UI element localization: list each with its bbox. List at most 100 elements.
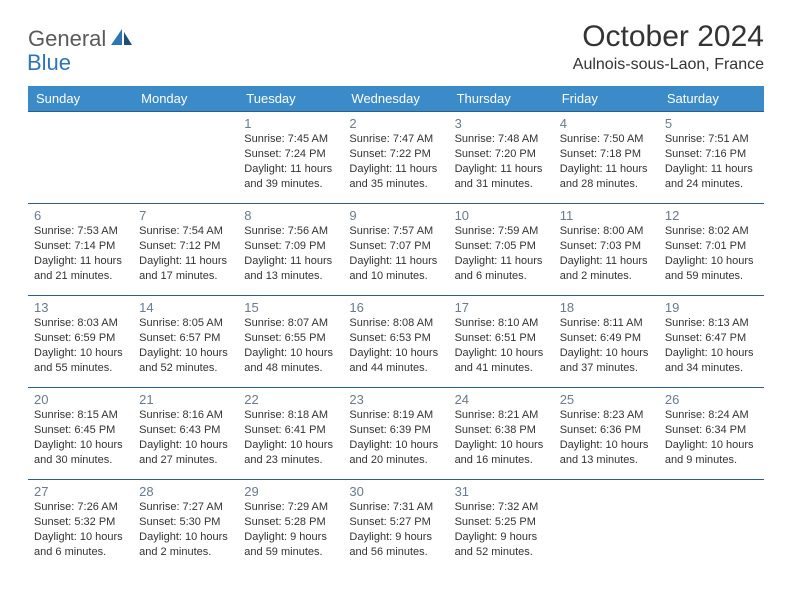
day-number: 29 [244,484,337,499]
sunrise-text: Sunrise: 8:05 AM [139,316,232,331]
day-number: 23 [349,392,442,407]
calendar-day-cell: 27Sunrise: 7:26 AMSunset: 5:32 PMDayligh… [28,480,133,572]
calendar-day-cell [133,112,238,204]
calendar-day-cell: 13Sunrise: 8:03 AMSunset: 6:59 PMDayligh… [28,296,133,388]
sunset-text: Sunset: 6:34 PM [665,423,758,438]
day-detail: Sunrise: 7:29 AMSunset: 5:28 PMDaylight:… [244,500,337,559]
day-number: 14 [139,300,232,315]
sunset-text: Sunset: 7:16 PM [665,147,758,162]
sunset-text: Sunset: 7:03 PM [560,239,653,254]
sunset-text: Sunset: 5:25 PM [455,515,548,530]
calendar-day-cell: 2Sunrise: 7:47 AMSunset: 7:22 PMDaylight… [343,112,448,204]
sunrise-text: Sunrise: 7:57 AM [349,224,442,239]
sunset-text: Sunset: 6:38 PM [455,423,548,438]
daylight-text: Daylight: 11 hours and 35 minutes. [349,162,442,192]
sunset-text: Sunset: 6:49 PM [560,331,653,346]
day-header: Thursday [449,86,554,112]
sunrise-text: Sunrise: 7:31 AM [349,500,442,515]
calendar-day-cell: 30Sunrise: 7:31 AMSunset: 5:27 PMDayligh… [343,480,448,572]
day-detail: Sunrise: 8:11 AMSunset: 6:49 PMDaylight:… [560,316,653,375]
daylight-text: Daylight: 10 hours and 23 minutes. [244,438,337,468]
daylight-text: Daylight: 9 hours and 56 minutes. [349,530,442,560]
day-detail: Sunrise: 8:18 AMSunset: 6:41 PMDaylight:… [244,408,337,467]
daylight-text: Daylight: 11 hours and 31 minutes. [455,162,548,192]
day-detail: Sunrise: 8:02 AMSunset: 7:01 PMDaylight:… [665,224,758,283]
sunrise-text: Sunrise: 7:50 AM [560,132,653,147]
sunset-text: Sunset: 7:05 PM [455,239,548,254]
sunrise-text: Sunrise: 7:26 AM [34,500,127,515]
calendar-day-cell: 29Sunrise: 7:29 AMSunset: 5:28 PMDayligh… [238,480,343,572]
day-number: 19 [665,300,758,315]
sunset-text: Sunset: 7:07 PM [349,239,442,254]
daylight-text: Daylight: 11 hours and 21 minutes. [34,254,127,284]
day-number: 4 [560,116,653,131]
calendar-day-cell: 10Sunrise: 7:59 AMSunset: 7:05 PMDayligh… [449,204,554,296]
day-detail: Sunrise: 7:45 AMSunset: 7:24 PMDaylight:… [244,132,337,191]
calendar-day-cell: 11Sunrise: 8:00 AMSunset: 7:03 PMDayligh… [554,204,659,296]
calendar-week-row: 20Sunrise: 8:15 AMSunset: 6:45 PMDayligh… [28,388,764,480]
calendar-week-row: 1Sunrise: 7:45 AMSunset: 7:24 PMDaylight… [28,112,764,204]
sunrise-text: Sunrise: 7:59 AM [455,224,548,239]
day-header-row: Sunday Monday Tuesday Wednesday Thursday… [28,86,764,112]
calendar-day-cell: 7Sunrise: 7:54 AMSunset: 7:12 PMDaylight… [133,204,238,296]
daylight-text: Daylight: 9 hours and 59 minutes. [244,530,337,560]
day-header: Saturday [659,86,764,112]
sunrise-text: Sunrise: 8:11 AM [560,316,653,331]
sunrise-text: Sunrise: 8:07 AM [244,316,337,331]
daylight-text: Daylight: 10 hours and 6 minutes. [34,530,127,560]
sunset-text: Sunset: 7:24 PM [244,147,337,162]
daylight-text: Daylight: 10 hours and 48 minutes. [244,346,337,376]
calendar-day-cell: 3Sunrise: 7:48 AMSunset: 7:20 PMDaylight… [449,112,554,204]
day-number: 30 [349,484,442,499]
day-number: 13 [34,300,127,315]
daylight-text: Daylight: 10 hours and 37 minutes. [560,346,653,376]
day-detail: Sunrise: 7:47 AMSunset: 7:22 PMDaylight:… [349,132,442,191]
day-detail: Sunrise: 8:03 AMSunset: 6:59 PMDaylight:… [34,316,127,375]
sunrise-text: Sunrise: 7:29 AM [244,500,337,515]
day-detail: Sunrise: 7:57 AMSunset: 7:07 PMDaylight:… [349,224,442,283]
logo-text-general: General [28,26,106,52]
calendar-day-cell: 14Sunrise: 8:05 AMSunset: 6:57 PMDayligh… [133,296,238,388]
daylight-text: Daylight: 10 hours and 2 minutes. [139,530,232,560]
calendar-day-cell: 22Sunrise: 8:18 AMSunset: 6:41 PMDayligh… [238,388,343,480]
sunset-text: Sunset: 5:27 PM [349,515,442,530]
sunrise-text: Sunrise: 8:15 AM [34,408,127,423]
sunrise-text: Sunrise: 7:54 AM [139,224,232,239]
day-detail: Sunrise: 8:23 AMSunset: 6:36 PMDaylight:… [560,408,653,467]
day-number: 11 [560,208,653,223]
month-title: October 2024 [573,20,764,54]
sunset-text: Sunset: 6:51 PM [455,331,548,346]
calendar-day-cell: 8Sunrise: 7:56 AMSunset: 7:09 PMDaylight… [238,204,343,296]
sunset-text: Sunset: 6:43 PM [139,423,232,438]
day-number: 24 [455,392,548,407]
calendar-day-cell: 18Sunrise: 8:11 AMSunset: 6:49 PMDayligh… [554,296,659,388]
day-detail: Sunrise: 7:32 AMSunset: 5:25 PMDaylight:… [455,500,548,559]
page-header: General October 2024 Aulnois-sous-Laon, … [28,20,764,74]
daylight-text: Daylight: 11 hours and 6 minutes. [455,254,548,284]
sunset-text: Sunset: 7:22 PM [349,147,442,162]
calendar-table: Sunday Monday Tuesday Wednesday Thursday… [28,86,764,572]
daylight-text: Daylight: 9 hours and 52 minutes. [455,530,548,560]
day-detail: Sunrise: 8:08 AMSunset: 6:53 PMDaylight:… [349,316,442,375]
logo-text-blue: Blue [27,50,71,76]
day-number: 2 [349,116,442,131]
sunrise-text: Sunrise: 7:27 AM [139,500,232,515]
calendar-week-row: 13Sunrise: 8:03 AMSunset: 6:59 PMDayligh… [28,296,764,388]
day-detail: Sunrise: 7:31 AMSunset: 5:27 PMDaylight:… [349,500,442,559]
day-number: 21 [139,392,232,407]
day-number: 1 [244,116,337,131]
sunset-text: Sunset: 6:41 PM [244,423,337,438]
day-detail: Sunrise: 8:13 AMSunset: 6:47 PMDaylight:… [665,316,758,375]
daylight-text: Daylight: 11 hours and 17 minutes. [139,254,232,284]
sunrise-text: Sunrise: 7:47 AM [349,132,442,147]
day-header: Monday [133,86,238,112]
sunrise-text: Sunrise: 8:19 AM [349,408,442,423]
day-detail: Sunrise: 7:59 AMSunset: 7:05 PMDaylight:… [455,224,548,283]
daylight-text: Daylight: 10 hours and 9 minutes. [665,438,758,468]
calendar-day-cell: 5Sunrise: 7:51 AMSunset: 7:16 PMDaylight… [659,112,764,204]
title-block: October 2024 Aulnois-sous-Laon, France [573,20,764,74]
daylight-text: Daylight: 10 hours and 52 minutes. [139,346,232,376]
day-number: 3 [455,116,548,131]
sunset-text: Sunset: 6:55 PM [244,331,337,346]
calendar-day-cell: 15Sunrise: 8:07 AMSunset: 6:55 PMDayligh… [238,296,343,388]
